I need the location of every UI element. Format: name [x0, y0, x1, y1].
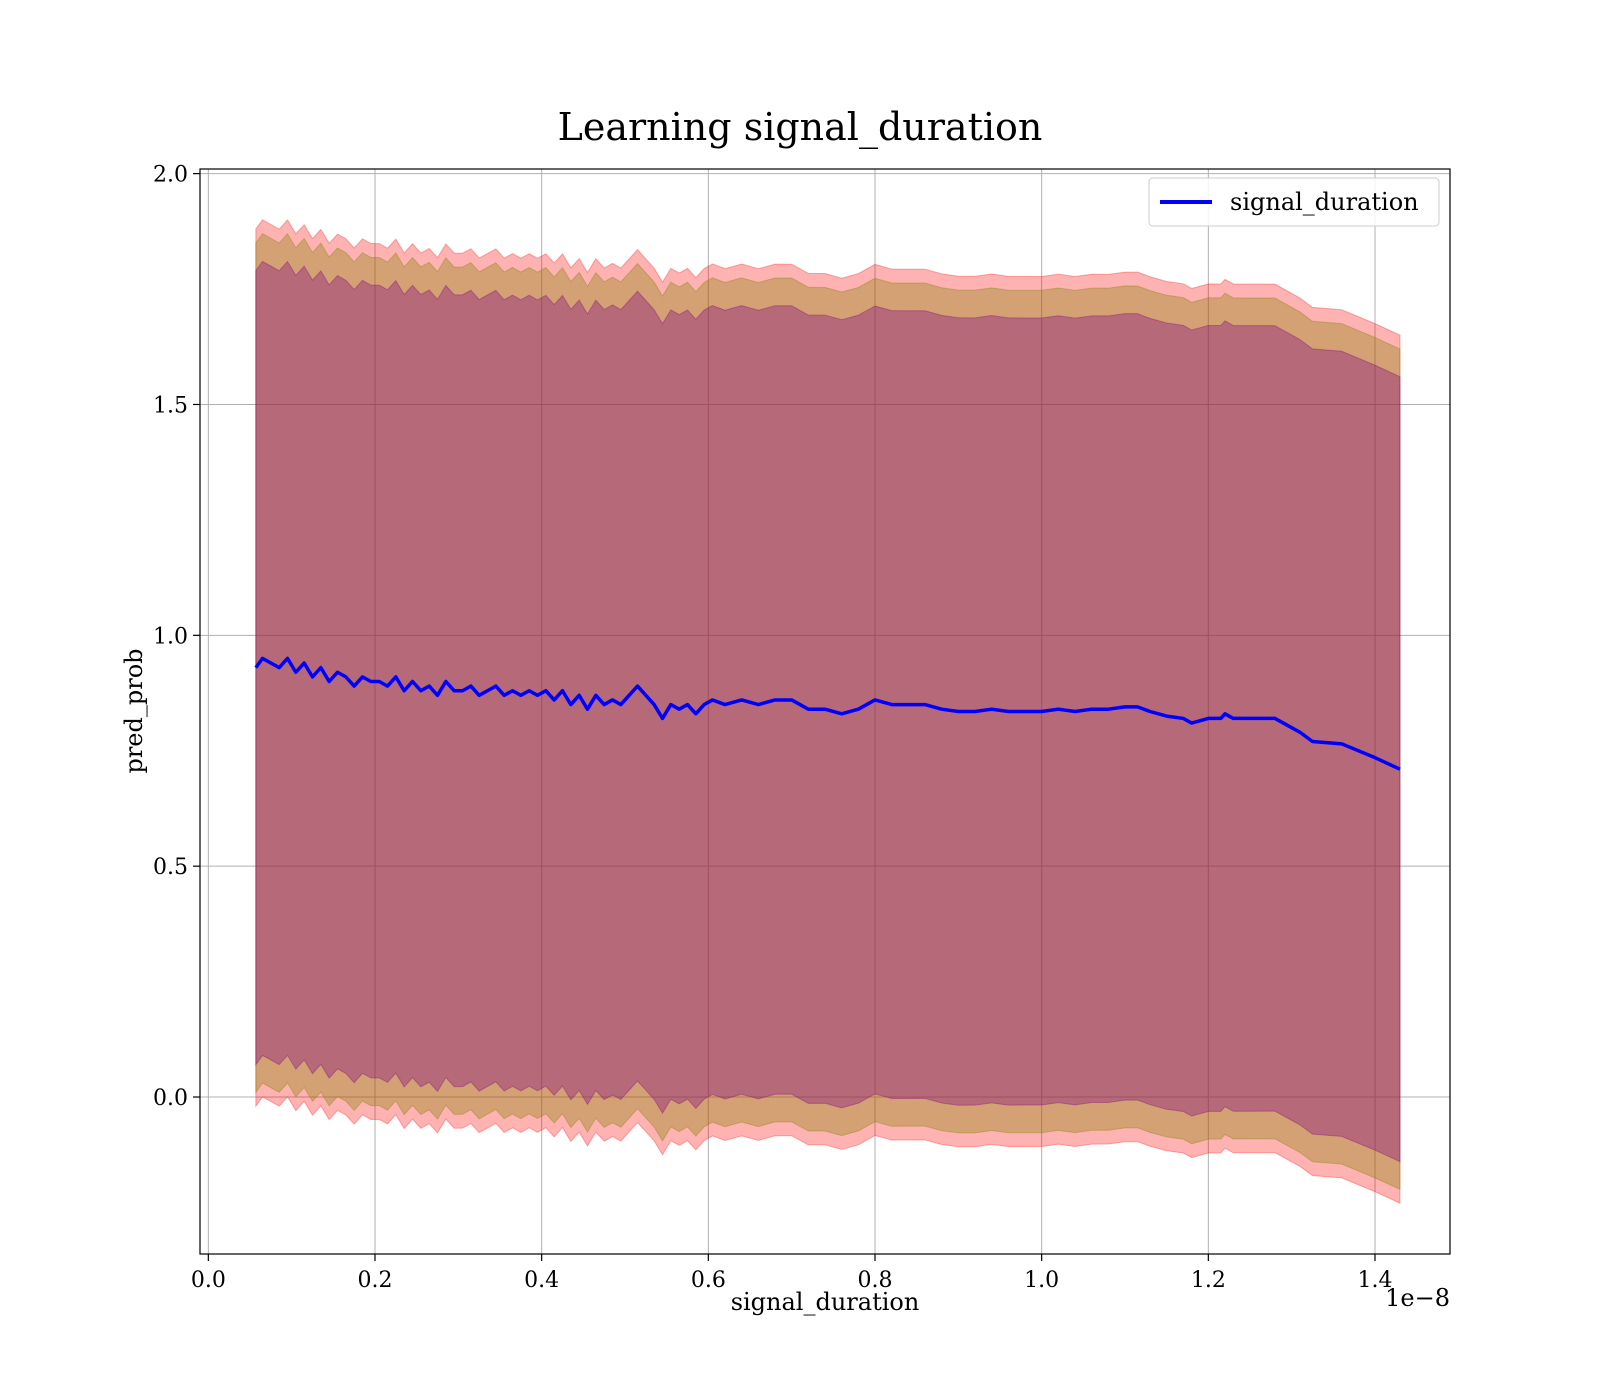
x-tick-label: 0.2 [358, 1268, 393, 1293]
x-tick-label: 0.6 [691, 1268, 726, 1293]
y-tick-label: 1.5 [153, 393, 188, 418]
y-tick-label: 0.5 [153, 855, 188, 880]
legend-label: signal_duration [1230, 188, 1419, 216]
legend-box [1148, 177, 1440, 227]
x-axis-offset-label: 1e−8 [1385, 1284, 1450, 1312]
y-axis-ticks: 0.0 0.5 1.0 1.5 2.0 [153, 163, 200, 1111]
x-tick-label: 1.0 [1024, 1268, 1059, 1293]
y-tick-label: 2.0 [153, 163, 188, 188]
x-tick-label: 0.0 [191, 1268, 226, 1293]
x-axis-label: signal_duration [731, 1288, 920, 1316]
x-tick-label: 0.4 [524, 1268, 559, 1293]
plot-frame [199, 168, 1451, 1255]
x-tick-label: 1.2 [1191, 1268, 1226, 1293]
series-lines [254, 656, 1401, 771]
x-tick-label: 0.8 [858, 1268, 893, 1293]
chart-title: Learning signal_duration [558, 105, 1043, 150]
x-tick-label: 1.4 [1358, 1268, 1393, 1293]
y-tick-label: 0.0 [153, 1086, 188, 1111]
legend: signal_duration [1148, 177, 1440, 227]
x-axis-ticks: 0.0 0.2 0.4 0.6 0.8 1.0 1.2 1.4 [191, 1254, 1393, 1293]
y-axis-label: pred_prob [120, 648, 148, 773]
y-tick-label: 1.0 [153, 624, 188, 649]
series-line [254, 656, 1401, 771]
